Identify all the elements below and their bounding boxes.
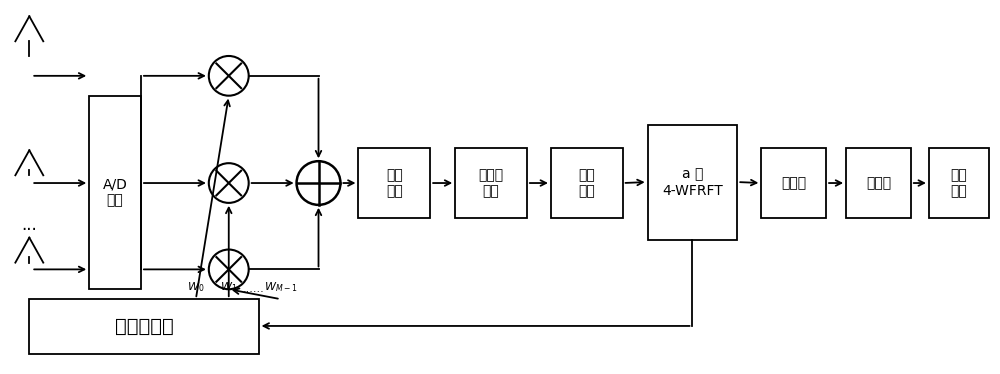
Text: ...: ... xyxy=(21,216,37,234)
Text: $W_{M-1}$: $W_{M-1}$ xyxy=(264,280,297,294)
Bar xyxy=(929,148,989,218)
Text: $W_1$: $W_1$ xyxy=(220,280,237,294)
Text: A/D
转换: A/D 转换 xyxy=(103,177,128,208)
Text: 接收
数据: 接收 数据 xyxy=(950,168,967,198)
Bar xyxy=(648,125,737,240)
Text: 去循环
前缀: 去循环 前缀 xyxy=(478,168,504,198)
Bar xyxy=(358,148,430,218)
Text: 串并
转换: 串并 转换 xyxy=(386,168,403,198)
Text: 最优权向量: 最优权向量 xyxy=(115,317,173,336)
Circle shape xyxy=(209,56,249,96)
Circle shape xyxy=(209,163,249,203)
Circle shape xyxy=(297,161,340,205)
Bar xyxy=(846,148,911,218)
Text: ......: ...... xyxy=(243,284,265,294)
Bar xyxy=(89,96,141,289)
Text: $W_0$: $W_0$ xyxy=(187,280,205,294)
Bar xyxy=(455,148,527,218)
Bar xyxy=(761,148,826,218)
Circle shape xyxy=(209,249,249,289)
Text: 逆映射: 逆映射 xyxy=(866,176,891,190)
Bar xyxy=(29,299,259,354)
Bar xyxy=(551,148,623,218)
Text: 去导频: 去导频 xyxy=(781,176,806,190)
Text: a 阶
4-WFRFT: a 阶 4-WFRFT xyxy=(662,168,723,197)
Text: 并串
转换: 并串 转换 xyxy=(578,168,595,198)
